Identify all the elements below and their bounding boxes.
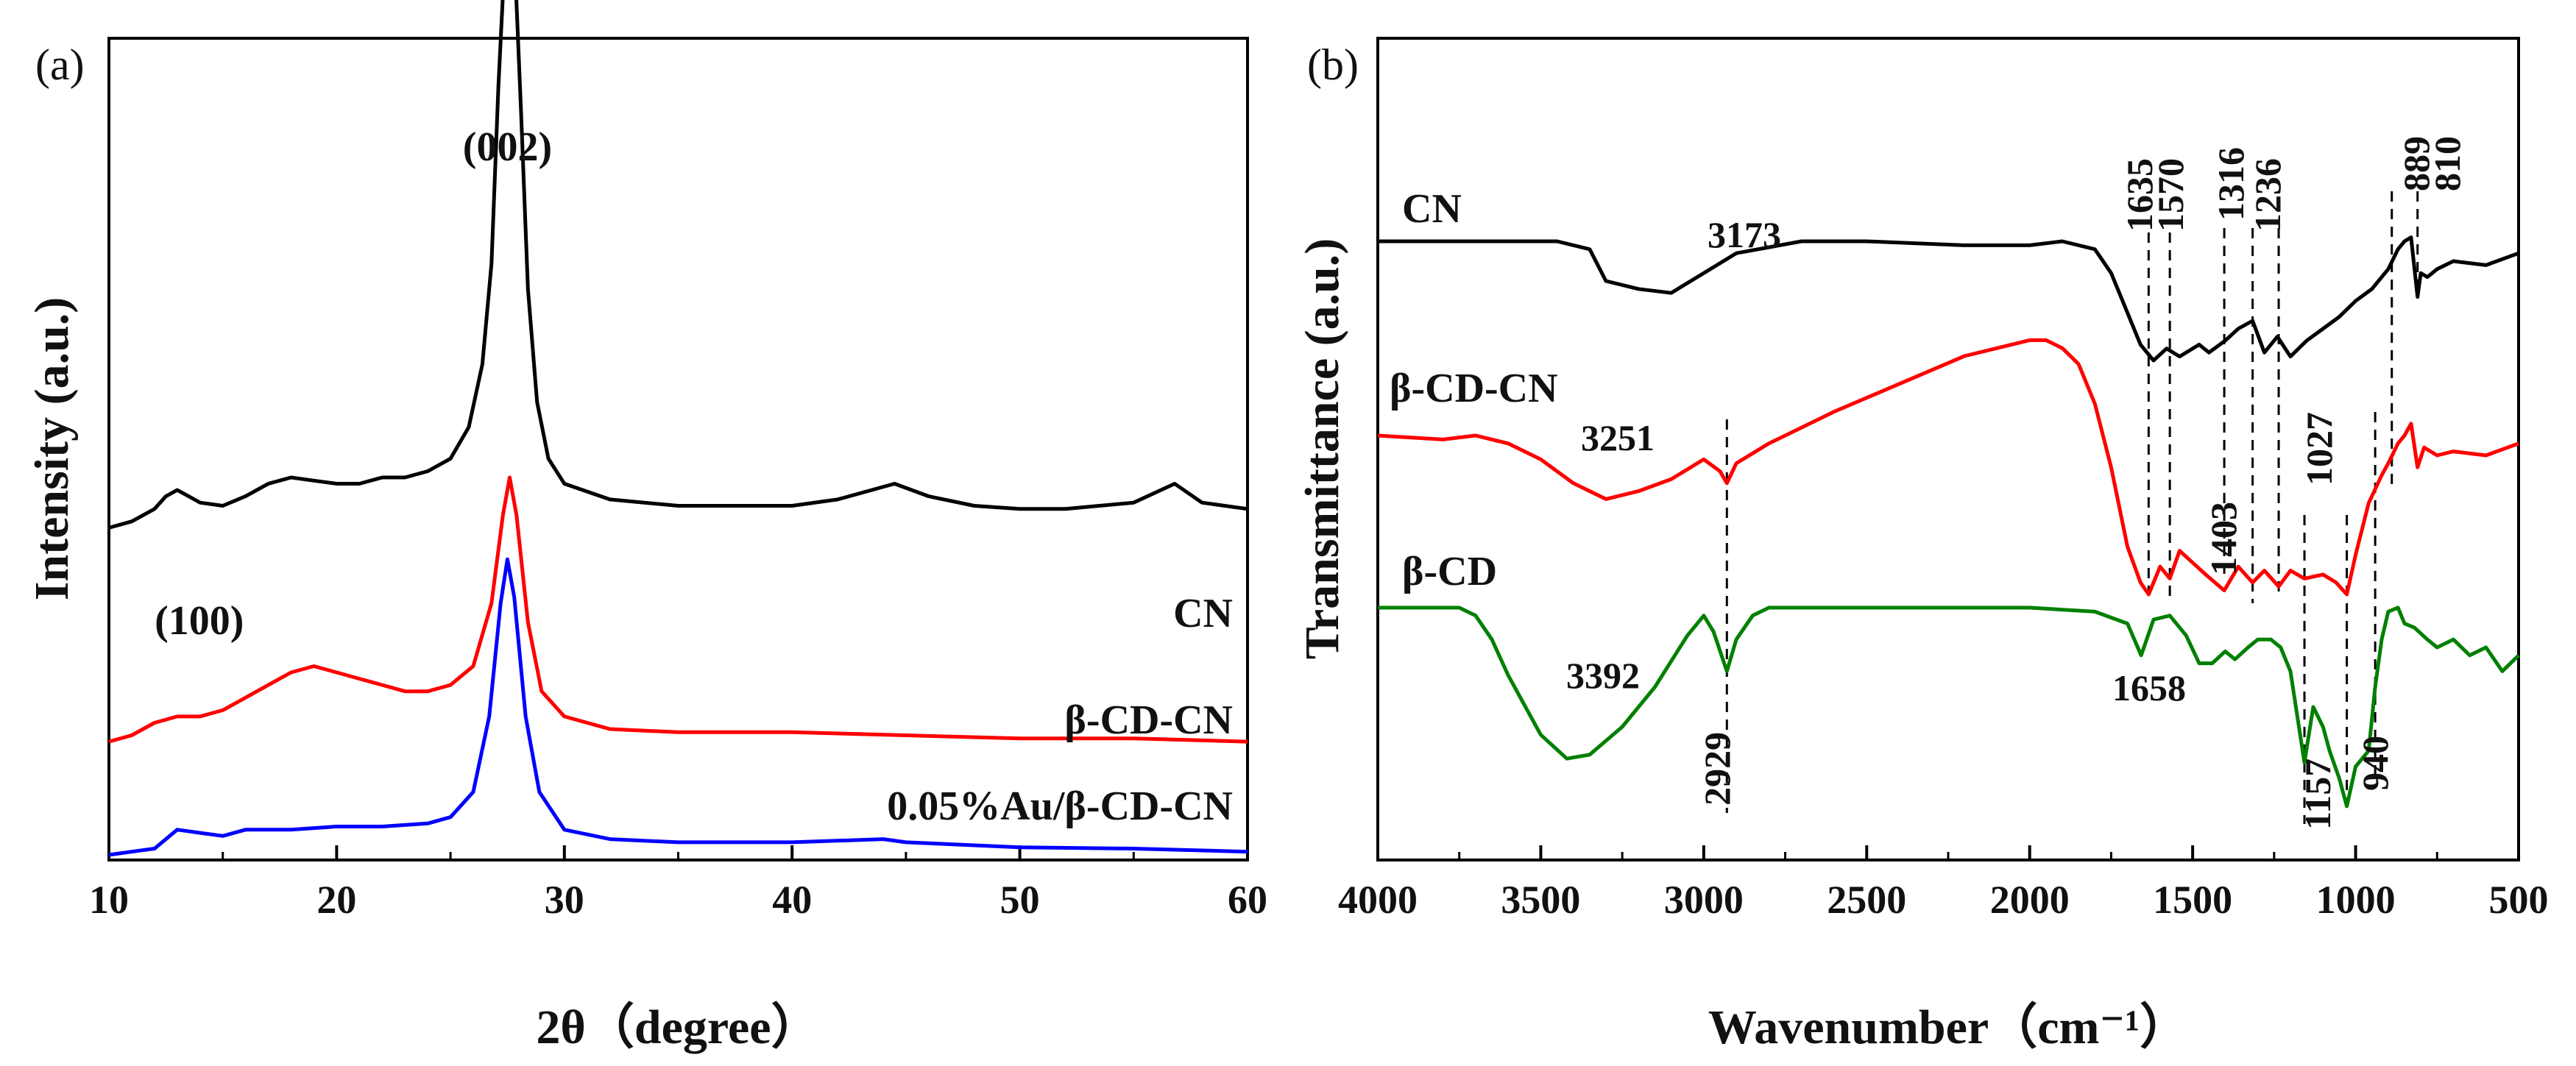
ftir-x-tick-label: 4000 bbox=[1338, 878, 1418, 922]
xrd-series-label: 0.05%Au/β-CD-CN bbox=[887, 783, 1233, 829]
ftir-band-label: 810 bbox=[2427, 136, 2468, 191]
ftir-series-cn bbox=[1378, 235, 2519, 363]
xrd-x-axis-title: 2θ（degree） bbox=[536, 1000, 819, 1054]
panel-b-label: (b) bbox=[1307, 40, 1359, 89]
ftir-band-label: 1570 bbox=[2150, 158, 2191, 232]
ftir-x-axis-title: Wavenumber（cm⁻¹） bbox=[1708, 1000, 2188, 1054]
xrd-chart: (a) 10 20 30 40 50 60 CN β-CD-CN 0.05%Au/β-CD-C… bbox=[25, 0, 1267, 1054]
ftir-y-axis-title: Transmittance (a.u.) bbox=[1295, 238, 1349, 660]
xrd-series-0-05-au-cd-cn bbox=[108, 557, 1248, 857]
ftir-x-tick-label: 2000 bbox=[1990, 878, 2070, 922]
ftir-band-label: 3392 bbox=[1566, 655, 1640, 696]
ftir-band-label: 3251 bbox=[1581, 417, 1655, 458]
ftir-series-cd bbox=[1378, 605, 2520, 809]
xrd-peak-label: (002) bbox=[463, 124, 552, 170]
xrd-x-tick-label: 20 bbox=[316, 878, 356, 922]
ftir-band-label: 3173 bbox=[1708, 214, 1781, 255]
ftir-band-label: 1403 bbox=[2203, 502, 2244, 575]
ftir-x-tick-label: 1500 bbox=[2153, 878, 2232, 922]
ftir-chart: (b) 4000 3500 3000 2500 2000 1500 1000 500 CN β-… bbox=[1295, 37, 2549, 1054]
ftir-x-tick-label: 2500 bbox=[1827, 878, 1906, 922]
ftir-x-tick-label: 3000 bbox=[1664, 878, 1744, 922]
ftir-series-label: β-CD bbox=[1402, 549, 1497, 594]
xrd-series-cn bbox=[108, 0, 1248, 530]
panel-a-label: (a) bbox=[35, 40, 85, 89]
ftir-band-label: 889 bbox=[2396, 136, 2437, 191]
ftir-band-label: 1316 bbox=[2210, 147, 2251, 221]
xrd-peak-label: (100) bbox=[155, 598, 244, 644]
ftir-band-label: 1157 bbox=[2297, 758, 2338, 830]
xrd-x-tick-label: 40 bbox=[772, 878, 812, 922]
xrd-x-tick-label: 30 bbox=[545, 878, 584, 922]
xrd-x-tick-label: 10 bbox=[89, 878, 129, 922]
ftir-band-label: 1027 bbox=[2299, 412, 2340, 486]
xrd-y-axis-title: Intensity (a.u.) bbox=[25, 297, 79, 601]
ftir-x-tick-label: 1000 bbox=[2316, 878, 2396, 922]
ftir-series-label: β-CD-CN bbox=[1390, 366, 1558, 411]
ftir-band-label: 1635 bbox=[2119, 158, 2160, 232]
ftir-x-tick-label: 500 bbox=[2489, 878, 2549, 922]
ftir-band-label: 2929 bbox=[1696, 732, 1738, 806]
ftir-band-label: 940 bbox=[2354, 736, 2396, 791]
xrd-x-tick-label: 50 bbox=[1000, 878, 1040, 922]
ftir-band-label: 1236 bbox=[2247, 158, 2288, 232]
xrd-series-label: CN bbox=[1173, 591, 1233, 636]
ftir-series-cd-cn bbox=[1377, 338, 2519, 597]
ftir-band-label: 1658 bbox=[2112, 667, 2186, 708]
xrd-series-cd-cn bbox=[108, 475, 1248, 744]
xrd-series-label: β-CD-CN bbox=[1064, 697, 1233, 743]
ftir-series-label: CN bbox=[1402, 186, 1462, 232]
xrd-x-tick-label: 60 bbox=[1228, 878, 1267, 922]
ftir-x-tick-label: 3500 bbox=[1501, 878, 1580, 922]
